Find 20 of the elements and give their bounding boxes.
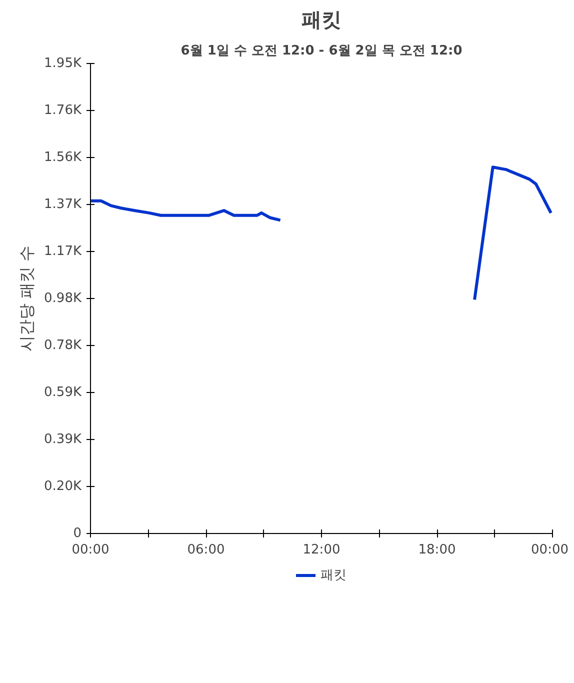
y-tick-label: 1.76K [44, 103, 82, 118]
y-tick-label: 1.95K [44, 56, 82, 71]
x-tick-label: 00:00 [72, 542, 110, 558]
y-tick-label: 1.17K [44, 244, 82, 259]
y-axis-title: 시간당 패킷 수 [17, 245, 36, 352]
y-tick-label: 0.39K [44, 432, 82, 447]
x-tick-label: 06:00 [187, 542, 225, 558]
chart-title: 패킷 [302, 8, 342, 32]
y-tick-label: 0.59K [44, 385, 82, 400]
y-tick-label: 0.78K [44, 338, 82, 353]
y-tick-label: 1.37K [44, 197, 82, 212]
y-tick-label: 0.20K [44, 479, 82, 494]
y-tick-label: 0 [73, 526, 82, 541]
x-tick-label: 12:00 [302, 542, 340, 558]
y-tick-label: 0.98K [44, 291, 82, 306]
chart-subtitle: 6월 1일 수 오전 12:0 - 6월 2일 목 오전 12:0 [180, 44, 462, 58]
y-tick-label: 1.56K [44, 150, 82, 165]
x-tick-label: 18:00 [418, 542, 456, 558]
x-tick-label: 00:00 [531, 542, 569, 558]
legend-label: 패킷 [320, 567, 346, 584]
